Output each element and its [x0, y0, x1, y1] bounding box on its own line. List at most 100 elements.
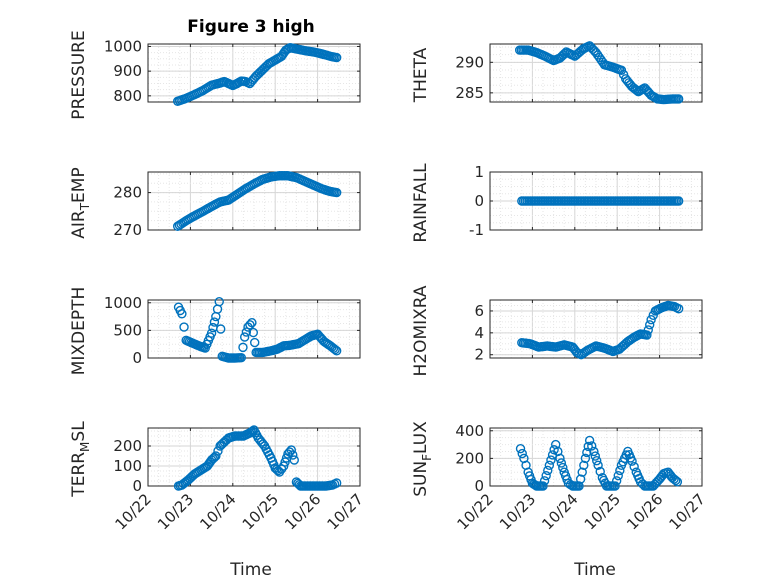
- data-point-interp: [245, 320, 255, 330]
- axes-box: [147, 171, 361, 231]
- y-tick-label: 280: [113, 184, 142, 202]
- subplot-5: 0 500 1000 MIXDEPTH: [69, 287, 361, 375]
- y-tick-label: 4: [474, 324, 484, 342]
- data-point: [584, 435, 595, 446]
- data-point: [672, 477, 683, 487]
- y-axis-label-1: PRESSURE: [69, 30, 89, 119]
- y-tick-label: 2: [474, 346, 484, 364]
- figure-title: Figure 3 high: [187, 17, 315, 37]
- y-tick-label: 285: [455, 84, 484, 102]
- data-point-interp: [577, 467, 587, 477]
- data-point: [673, 196, 684, 206]
- y-tick-label: -1: [469, 221, 484, 239]
- data-point-interp: [541, 470, 551, 481]
- data-point: [538, 481, 548, 491]
- subplot-1: 800 900 1000 PRESSURE: [69, 30, 361, 120]
- y-tick-label: 800: [113, 87, 142, 105]
- data-point: [236, 353, 246, 363]
- data-point-interp: [582, 447, 592, 458]
- x-axis-label-left: Time: [229, 560, 272, 580]
- y-axis-label-3: AIRTEMP: [69, 167, 92, 238]
- data-point: [555, 453, 565, 464]
- data-point-interp: [258, 439, 268, 449]
- data-point: [673, 94, 684, 104]
- y-tick-label: 1000: [104, 294, 142, 312]
- data-point-interp: [543, 465, 553, 476]
- data-point-interp: [643, 325, 653, 335]
- data-point: [580, 453, 591, 464]
- data-point: [331, 478, 342, 488]
- data-point-interp: [583, 441, 593, 452]
- y-tick-label: 200: [455, 449, 484, 467]
- data-point-interp: [595, 466, 605, 477]
- data-point: [331, 187, 342, 198]
- data-point-interp: [613, 470, 623, 481]
- data-point: [247, 317, 257, 328]
- y-tick-label: 900: [113, 62, 142, 80]
- subplot-2: 285 290 THETA: [411, 41, 703, 105]
- y-tick-label: 100: [113, 457, 142, 475]
- y-tick-label: 0: [474, 477, 484, 495]
- data-point: [593, 460, 603, 470]
- x-axis-label-right: Time: [573, 560, 616, 580]
- axes-box: [147, 299, 361, 359]
- axes-box: [489, 43, 703, 103]
- data-point-interp: [208, 453, 218, 464]
- data-point-interp: [280, 457, 290, 467]
- data-point: [544, 460, 555, 470]
- data-point: [239, 332, 250, 342]
- data-point-interp: [209, 317, 220, 327]
- data-point: [206, 328, 217, 338]
- data-point-interp: [590, 451, 600, 461]
- subplot-6: 2 4 6 H2OMIXRA: [411, 285, 703, 377]
- subplot-3: 270 280 AIRTEMP: [69, 167, 361, 239]
- data-point: [331, 52, 342, 63]
- data-point-interp: [284, 447, 295, 457]
- y-tick-label: 500: [113, 321, 142, 339]
- axes-box: [147, 427, 361, 487]
- y-tick-label: 0: [132, 477, 142, 495]
- axes-box: [489, 299, 703, 359]
- data-point: [574, 481, 584, 491]
- data-point-interp: [629, 461, 639, 472]
- y-tick-label: 400: [455, 422, 484, 440]
- subplot-4: -1 0 1 RAINFALL: [411, 163, 703, 243]
- y-tick-label: 1000: [104, 37, 142, 55]
- data-point: [673, 304, 684, 314]
- data-point: [646, 314, 656, 325]
- data-point-interp: [539, 476, 550, 486]
- data-point-interp: [216, 439, 227, 450]
- y-tick-label: 0: [474, 192, 484, 210]
- data-point-interp: [671, 475, 681, 486]
- y-tick-label: 290: [455, 53, 484, 71]
- y-axis-label-2: THETA: [411, 47, 431, 103]
- data-point-interp: [587, 441, 597, 451]
- data-point-interp: [250, 337, 260, 348]
- data-point-interp: [330, 344, 340, 355]
- data-point-interp: [645, 320, 655, 330]
- data-point-interp: [179, 322, 189, 332]
- data-point-interp: [575, 474, 586, 484]
- data-point-interp: [592, 455, 602, 466]
- data-point: [286, 445, 297, 455]
- data-point: [515, 444, 526, 454]
- data-point: [211, 451, 221, 461]
- y-axis-label-8: SUNFLUX: [411, 421, 434, 497]
- data-point: [289, 455, 299, 465]
- data-point-interp: [558, 462, 568, 473]
- data-point-interp: [611, 476, 622, 486]
- y-tick-label: 6: [474, 302, 484, 320]
- data-point-interp: [615, 465, 625, 476]
- data-point: [214, 296, 224, 307]
- axes-box: [147, 43, 361, 103]
- y-axis-label-7: TERRMSL: [69, 421, 92, 498]
- data-point: [627, 456, 637, 466]
- data-point-interp: [517, 448, 527, 459]
- data-point: [642, 330, 652, 340]
- y-tick-label: 1: [474, 163, 484, 181]
- data-point-interp: [579, 460, 589, 470]
- data-point: [331, 346, 342, 356]
- data-point: [589, 446, 599, 457]
- data-point-interp: [238, 342, 248, 353]
